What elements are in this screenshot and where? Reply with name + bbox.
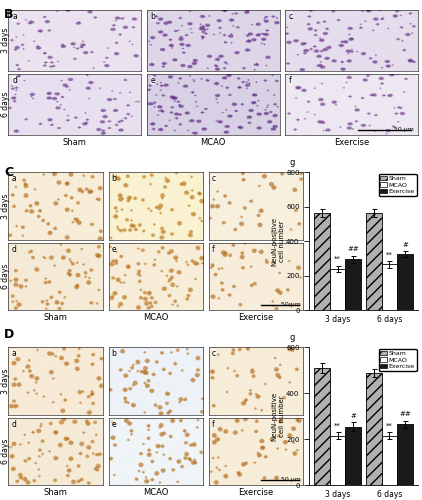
Bar (314, 368, 330, 485)
Text: ##: ## (399, 411, 411, 417)
Bar (397, 424, 413, 485)
Text: b: b (151, 12, 156, 21)
X-axis label: MCAO: MCAO (200, 138, 226, 147)
X-axis label: Sham: Sham (63, 138, 87, 147)
Y-axis label: NeuN-positive
cell number: NeuN-positive cell number (272, 216, 284, 266)
Text: c: c (212, 174, 216, 184)
Bar (397, 254, 413, 310)
Text: d: d (11, 244, 16, 254)
Text: b: b (111, 174, 116, 184)
Text: d: d (11, 420, 16, 428)
Text: ##: ## (347, 246, 359, 252)
Bar (330, 269, 345, 310)
Text: **: ** (386, 423, 393, 429)
Text: g: g (289, 333, 295, 342)
Y-axis label: 6 days: 6 days (1, 438, 10, 464)
Bar (345, 260, 361, 310)
Bar (314, 213, 330, 310)
Text: g: g (289, 158, 295, 167)
Text: d: d (12, 76, 17, 84)
X-axis label: Exercise: Exercise (334, 138, 369, 147)
Y-axis label: 6 days: 6 days (1, 264, 10, 289)
Text: c: c (289, 12, 293, 21)
X-axis label: Exercise: Exercise (238, 313, 274, 322)
Text: b: b (111, 350, 116, 358)
Legend: Sham, MCAO, Exercise: Sham, MCAO, Exercise (379, 174, 417, 196)
Y-axis label: 3 days: 3 days (1, 194, 10, 219)
Text: a: a (11, 174, 16, 184)
Bar (330, 436, 345, 485)
Text: f: f (289, 76, 292, 84)
Text: **: ** (334, 423, 341, 429)
Y-axis label: 3 days: 3 days (1, 368, 10, 394)
Y-axis label: 3 days: 3 days (1, 28, 10, 54)
Text: a: a (12, 12, 17, 21)
Text: f: f (212, 244, 214, 254)
X-axis label: Sham: Sham (44, 488, 68, 497)
Y-axis label: 6 days: 6 days (1, 92, 10, 117)
Text: e: e (111, 420, 116, 428)
Text: c: c (212, 350, 216, 358)
Legend: Sham, MCAO, Exercise: Sham, MCAO, Exercise (379, 348, 417, 371)
Text: e: e (151, 76, 155, 84)
Bar (381, 264, 397, 310)
Bar (366, 372, 381, 485)
Y-axis label: NeuN-positive
cell number: NeuN-positive cell number (272, 392, 284, 441)
X-axis label: Exercise: Exercise (238, 488, 274, 497)
Text: #: # (350, 413, 356, 419)
Text: a: a (11, 350, 16, 358)
Text: C: C (4, 166, 14, 179)
Bar (366, 213, 381, 310)
Text: **: ** (386, 252, 393, 258)
Text: 50 μm: 50 μm (281, 476, 300, 482)
X-axis label: Sham: Sham (44, 313, 68, 322)
Text: **: ** (334, 256, 341, 262)
Text: 50 μm: 50 μm (281, 302, 300, 306)
Text: f: f (212, 420, 214, 428)
Bar (345, 426, 361, 485)
Bar (381, 436, 397, 485)
X-axis label: MCAO: MCAO (143, 313, 168, 322)
Text: B: B (4, 8, 14, 20)
Text: D: D (4, 328, 14, 340)
Text: e: e (111, 244, 116, 254)
Text: #: # (402, 242, 408, 248)
Text: 50 μm: 50 μm (394, 127, 414, 132)
X-axis label: MCAO: MCAO (143, 488, 168, 497)
